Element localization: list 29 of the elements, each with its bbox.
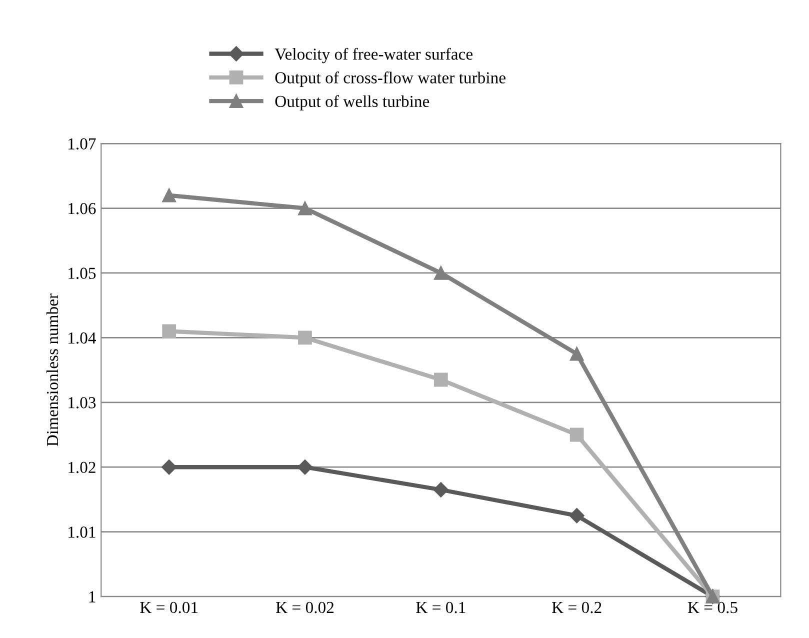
y-axis-title: Dimensionless number <box>46 294 58 446</box>
y-tick-label: 1.01 <box>68 526 96 538</box>
point <box>434 266 448 280</box>
y-tick-label: 1.05 <box>68 268 96 279</box>
legend-label: Output of wells turbine <box>275 95 430 110</box>
point <box>433 482 448 498</box>
point <box>162 460 177 475</box>
point <box>569 508 584 524</box>
x-tick-label: K = 0.1 <box>416 602 466 614</box>
y-tick-label: 1.03 <box>68 397 96 408</box>
y-tick-label: 1.04 <box>68 332 96 344</box>
point <box>570 428 584 442</box>
point <box>298 330 312 345</box>
point <box>162 324 176 338</box>
point <box>434 372 448 387</box>
x-tick-label: K = 0.2 <box>552 602 602 614</box>
point <box>162 188 176 202</box>
x-tick-label: K = 0.01 <box>140 602 198 614</box>
point <box>297 460 313 475</box>
legend-label: Output of cross-flow water turbine <box>275 72 506 87</box>
y-tick-label: 1.07 <box>68 138 96 150</box>
point <box>570 346 584 361</box>
point <box>298 201 312 216</box>
x-tick-label: K = 0.5 <box>688 602 738 614</box>
x-tick-label: K = 0.02 <box>276 602 334 614</box>
y-tick-label: 1 <box>89 591 96 602</box>
legend-label: Velocity of free-water surface <box>274 48 473 64</box>
y-tick-label: 1.02 <box>68 462 96 474</box>
y-tick-label: 1.06 <box>68 202 96 214</box>
